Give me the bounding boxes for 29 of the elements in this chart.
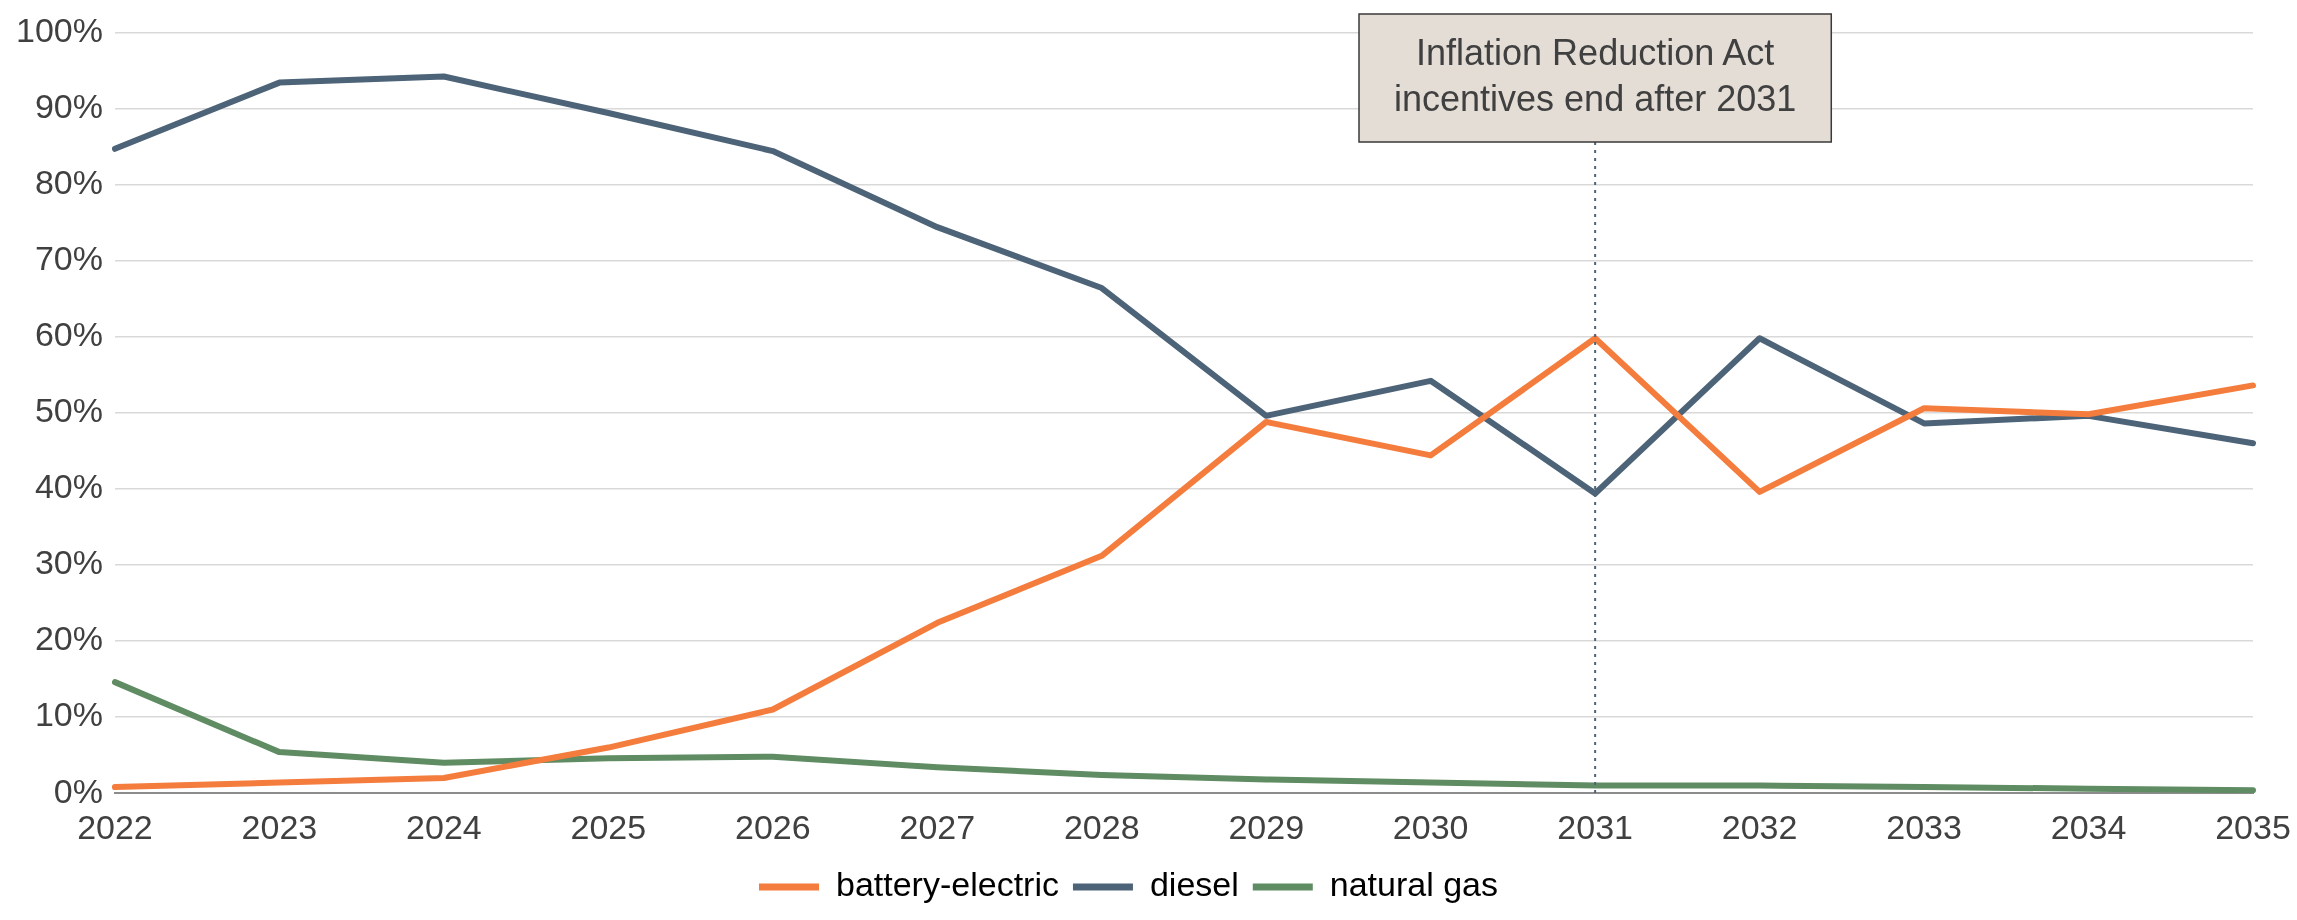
y-tick-label: 70% [34,239,103,278]
x-tick-label: 2023 [241,807,318,846]
y-tick-label: 60% [34,315,103,354]
x-tick-label: 2024 [406,807,482,846]
x-tick-label: 2033 [1886,807,1962,846]
x-tick-label: 2030 [1392,807,1469,846]
y-tick-label: 90% [34,86,103,125]
y-tick-label: 50% [34,391,103,430]
legend-label: battery-electric [835,865,1059,904]
x-tick-label: 2027 [899,807,976,846]
y-tick-label: 40% [34,467,103,506]
x-tick-label: 2029 [1228,807,1305,846]
ref-line-label: Inflation Reduction Act incentives end after 2031 [1394,31,1797,119]
x-tick-label: 2035 [2215,807,2291,846]
y-tick-label: 0% [53,771,103,810]
x-tick-label: 2028 [1063,807,1140,846]
y-tick-label: 80% [34,162,103,201]
x-tick-label: 2022 [77,807,153,846]
y-tick-label: 20% [34,619,103,658]
y-tick-label: 100% [15,10,103,49]
x-tick-label: 2025 [570,807,647,846]
x-tick-label: 2026 [735,807,811,846]
x-tick-label: 2032 [1721,807,1798,846]
x-tick-label: 2034 [2050,807,2127,846]
y-tick-label: 10% [34,695,103,734]
legend-label: diesel [1149,865,1239,904]
y-tick-label: 30% [34,543,103,582]
x-tick-label: 2031 [1557,807,1633,846]
legend-label: natural gas [1329,865,1499,904]
